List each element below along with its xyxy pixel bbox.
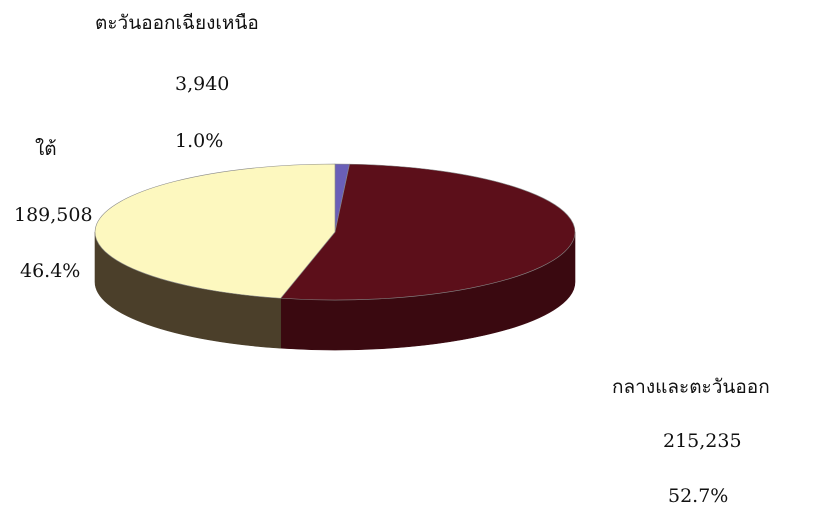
pie-slice-2 (94, 163, 336, 299)
slice-label-central-east-percent: 52.7% (668, 485, 729, 507)
slice-label-northeast-value: 3,940 (175, 73, 230, 95)
pie-slice-1 (280, 163, 576, 301)
slice-label-central-east-name: กลางและตะวันออก (612, 376, 770, 398)
slice-label-central-east-value: 215,235 (663, 430, 742, 452)
slice-label-south-value: 189,508 (14, 204, 93, 226)
slice-label-northeast-percent: 1.0% (175, 130, 224, 152)
slice-label-south-percent: 46.4% (20, 260, 81, 282)
slice-label-northeast-name: ตะวันออกเฉียงเหนือ (95, 12, 259, 34)
slice-label-south-name: ใต้ (35, 138, 57, 160)
